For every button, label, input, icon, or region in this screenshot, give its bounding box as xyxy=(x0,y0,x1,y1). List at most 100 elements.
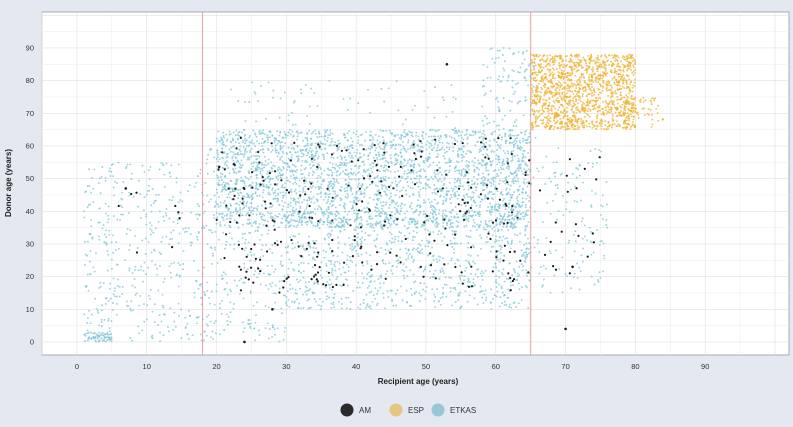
data-point xyxy=(275,151,278,154)
data-point xyxy=(366,186,369,188)
data-point xyxy=(255,184,258,187)
data-point xyxy=(245,144,248,147)
data-point xyxy=(523,149,526,152)
data-point xyxy=(86,240,89,243)
data-point xyxy=(352,289,355,292)
data-point xyxy=(521,153,524,155)
data-point xyxy=(302,270,305,273)
data-point xyxy=(451,110,454,113)
data-point xyxy=(242,223,245,226)
data-point xyxy=(418,180,421,183)
data-point xyxy=(157,323,160,326)
data-point xyxy=(316,193,319,195)
data-point xyxy=(453,167,456,170)
data-point xyxy=(339,221,342,224)
data-point xyxy=(305,147,308,150)
data-point xyxy=(92,336,95,339)
data-point xyxy=(183,231,186,233)
data-point xyxy=(255,120,258,123)
data-point xyxy=(519,148,522,151)
data-point xyxy=(360,192,363,195)
data-point xyxy=(255,187,258,190)
data-point xyxy=(168,217,171,220)
data-point xyxy=(457,292,460,295)
data-point xyxy=(403,170,406,173)
data-point xyxy=(332,157,335,160)
data-point xyxy=(422,201,425,204)
data-point xyxy=(487,178,490,181)
data-point xyxy=(532,67,535,70)
data-point xyxy=(334,141,337,144)
data-point xyxy=(216,174,219,177)
data-point xyxy=(181,200,184,203)
data-point xyxy=(354,272,357,275)
data-point xyxy=(385,164,387,167)
data-point xyxy=(188,309,190,312)
data-point xyxy=(425,143,428,146)
data-point xyxy=(97,182,100,184)
data-point xyxy=(500,138,503,141)
data-point xyxy=(226,182,229,185)
data-point xyxy=(331,166,334,169)
data-point xyxy=(89,322,92,325)
data-point xyxy=(337,212,340,215)
data-point xyxy=(402,274,405,277)
data-point xyxy=(261,213,264,216)
data-point xyxy=(334,269,337,272)
data-point xyxy=(331,273,334,276)
data-point xyxy=(289,133,292,136)
data-point xyxy=(385,216,388,218)
data-point xyxy=(221,212,224,215)
data-point xyxy=(423,170,426,172)
data-point xyxy=(225,214,228,217)
data-point xyxy=(493,208,496,211)
data-point xyxy=(246,158,249,161)
data-point xyxy=(368,275,371,278)
data-point xyxy=(273,165,276,168)
data-point xyxy=(324,193,327,196)
data-point xyxy=(404,177,407,180)
data-point xyxy=(463,225,466,228)
data-point xyxy=(206,281,209,284)
data-point xyxy=(101,166,104,168)
data-point xyxy=(205,162,208,165)
data-point xyxy=(222,157,225,160)
data-point xyxy=(361,224,364,227)
data-point xyxy=(410,256,413,259)
data-point xyxy=(521,52,524,55)
data-point xyxy=(499,147,502,150)
data-point xyxy=(356,286,359,289)
data-point xyxy=(257,329,260,332)
data-point xyxy=(200,283,203,285)
data-point xyxy=(527,307,530,310)
data-point xyxy=(459,178,462,181)
data-point xyxy=(409,165,412,168)
data-point xyxy=(536,238,539,241)
data-point xyxy=(327,216,330,219)
data-point xyxy=(394,180,397,183)
data-point xyxy=(182,263,185,265)
data-point xyxy=(316,222,319,225)
data-point xyxy=(378,145,381,148)
data-point xyxy=(338,173,341,176)
data-point xyxy=(419,210,422,213)
data-point xyxy=(429,212,432,215)
data-point xyxy=(374,215,377,217)
data-point xyxy=(511,129,514,132)
data-point xyxy=(440,174,443,176)
data-point xyxy=(213,303,216,306)
data-point xyxy=(431,205,434,208)
data-point xyxy=(303,248,306,251)
data-point xyxy=(358,152,361,155)
data-point xyxy=(226,293,229,296)
data-point xyxy=(305,205,308,208)
data-point xyxy=(302,187,305,190)
data-point xyxy=(222,131,225,134)
data-point xyxy=(326,221,329,224)
data-point xyxy=(108,287,111,290)
data-point xyxy=(280,312,283,315)
data-point xyxy=(226,213,229,216)
data-point xyxy=(200,297,203,300)
data-point xyxy=(498,75,501,78)
data-point xyxy=(394,292,397,295)
